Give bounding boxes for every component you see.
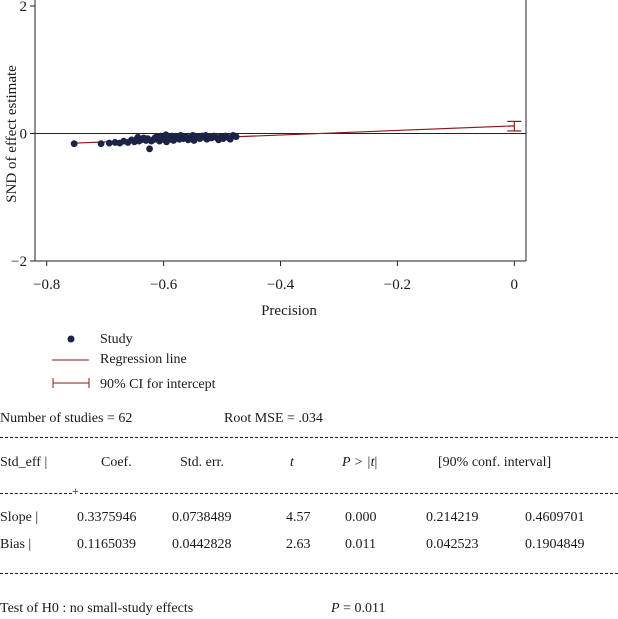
header-p-suffix: | xyxy=(374,455,378,470)
legend-regression-label: Regression line xyxy=(100,352,187,367)
row-t: 2.63 xyxy=(286,537,311,552)
legend-study-label: Study xyxy=(100,332,133,347)
study-point xyxy=(153,133,160,141)
study-point xyxy=(232,133,240,141)
study-point xyxy=(134,133,142,141)
x-tick-label: −0.6 xyxy=(150,277,178,293)
x-tick-label: −0.4 xyxy=(267,277,295,293)
y-tick-label: 0 xyxy=(20,127,28,143)
header-p: P > |t| xyxy=(342,455,377,471)
x-tick-label: 0 xyxy=(511,277,519,293)
row-t: 4.57 xyxy=(286,510,311,525)
row-label: Slope | xyxy=(0,510,39,525)
test-p-value: = 0.011 xyxy=(339,601,386,616)
axes: 2 0 −2 −0.8 −0.6 −0.4 −0.2 0 xyxy=(11,0,527,293)
row-std-err: 0.0442828 xyxy=(172,537,232,552)
chart-marks xyxy=(35,120,526,153)
header-t: t xyxy=(290,455,294,470)
row-ci-high: 0.4609701 xyxy=(525,510,585,525)
header-std-err: Std. err. xyxy=(180,455,224,470)
study-point xyxy=(202,132,210,139)
test-p: P = 0.011 xyxy=(331,601,385,617)
study-point xyxy=(97,140,105,148)
row-ci-high: 0.1904849 xyxy=(525,537,585,552)
study-point xyxy=(190,137,198,144)
legend-ci-label: 90% CI for intercept xyxy=(100,377,216,392)
row-label: Bias | xyxy=(0,537,32,552)
root-mse: Root MSE = .034 xyxy=(224,411,323,426)
divider-header-right xyxy=(80,493,618,494)
legend-study-marker xyxy=(67,335,75,343)
divider-top xyxy=(0,437,618,438)
study-point xyxy=(146,145,153,153)
legend-ci-marker xyxy=(52,378,90,388)
header-p-prefix: P > | xyxy=(342,455,371,470)
study-point xyxy=(105,139,113,147)
test-p-symbol: P xyxy=(331,601,340,616)
row-p: 0.000 xyxy=(345,510,377,525)
row-std-err: 0.0738489 xyxy=(172,510,232,525)
chart-area: 2 0 −2 −0.8 −0.6 −0.4 −0.2 0 SND of effect esti… xyxy=(4,0,527,392)
x-tick-label: −0.2 xyxy=(384,277,411,293)
x-axis-label: Precision xyxy=(261,303,317,319)
header-p-t: t xyxy=(370,455,375,470)
row-ci-low: 0.042523 xyxy=(426,537,479,552)
divider-plus: + xyxy=(72,484,79,498)
n-studies: Number of studies = 62 xyxy=(0,411,133,426)
y-tick-label: −2 xyxy=(11,254,27,270)
test-label: Test of H0 : no small-study effects xyxy=(0,601,194,616)
row-ci-low: 0.214219 xyxy=(426,510,479,525)
header-coef: Coef. xyxy=(101,455,132,470)
header-std-eff: Std_eff | xyxy=(0,455,48,470)
divider-bottom xyxy=(0,573,618,574)
header-conf-interval: [90% conf. interval] xyxy=(438,455,552,470)
study-point xyxy=(177,132,184,139)
x-tick-label: −0.8 xyxy=(33,277,60,293)
study-point xyxy=(162,131,170,139)
row-coef: 0.1165039 xyxy=(77,537,136,552)
row-coef: 0.3375946 xyxy=(77,510,137,525)
study-point xyxy=(70,140,78,148)
legend: Study Regression line 90% CI for interce… xyxy=(52,332,216,392)
y-tick-label: 2 xyxy=(20,0,28,15)
row-p: 0.011 xyxy=(345,537,376,552)
divider-header xyxy=(0,493,72,494)
y-axis-label: SND of effect estimate xyxy=(4,65,20,203)
